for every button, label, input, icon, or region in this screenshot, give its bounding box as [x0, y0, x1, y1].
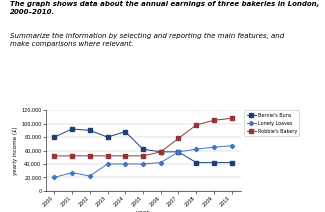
Robbie's Bakery [176, 137, 180, 140]
Robbie's Bakery [52, 155, 56, 157]
X-axis label: year: year [136, 210, 150, 212]
Y-axis label: yearly income (£): yearly income (£) [13, 126, 18, 175]
Lonely Loaves [70, 171, 74, 174]
Lonely Loaves [194, 148, 198, 151]
Bernie's Buns [141, 148, 145, 151]
Robbie's Bakery [212, 119, 216, 122]
Line: Robbie's Bakery: Robbie's Bakery [53, 117, 233, 158]
Bernie's Buns [123, 130, 127, 133]
Bernie's Buns [194, 161, 198, 164]
Robbie's Bakery [230, 117, 234, 120]
Bernie's Buns [176, 151, 180, 153]
Lonely Loaves [141, 163, 145, 165]
Bernie's Buns [212, 161, 216, 164]
Legend: Bernie's Buns, Lonely Loaves, Robbie's Bakery: Bernie's Buns, Lonely Loaves, Robbie's B… [244, 110, 299, 136]
Lonely Loaves [123, 163, 127, 165]
Lonely Loaves [176, 151, 180, 153]
Lonely Loaves [106, 163, 110, 165]
Line: Lonely Loaves: Lonely Loaves [53, 144, 233, 179]
Robbie's Bakery [141, 155, 145, 157]
Text: The graph shows data about the annual earnings of three bakeries in London,
2000: The graph shows data about the annual ea… [10, 1, 319, 15]
Line: Bernie's Buns: Bernie's Buns [53, 127, 233, 164]
Text: Summarize the information by selecting and reporting the main features, and
make: Summarize the information by selecting a… [10, 33, 284, 47]
Lonely Loaves [159, 161, 163, 164]
Robbie's Bakery [70, 155, 74, 157]
Robbie's Bakery [194, 124, 198, 126]
Lonely Loaves [52, 176, 56, 179]
Lonely Loaves [230, 145, 234, 147]
Bernie's Buns [159, 151, 163, 153]
Bernie's Buns [88, 129, 92, 132]
Bernie's Buns [70, 128, 74, 130]
Bernie's Buns [106, 136, 110, 138]
Lonely Loaves [88, 175, 92, 177]
Bernie's Buns [52, 136, 56, 138]
Robbie's Bakery [123, 155, 127, 157]
Robbie's Bakery [88, 155, 92, 157]
Bernie's Buns [230, 161, 234, 164]
Robbie's Bakery [159, 151, 163, 153]
Lonely Loaves [212, 146, 216, 148]
Robbie's Bakery [106, 155, 110, 157]
